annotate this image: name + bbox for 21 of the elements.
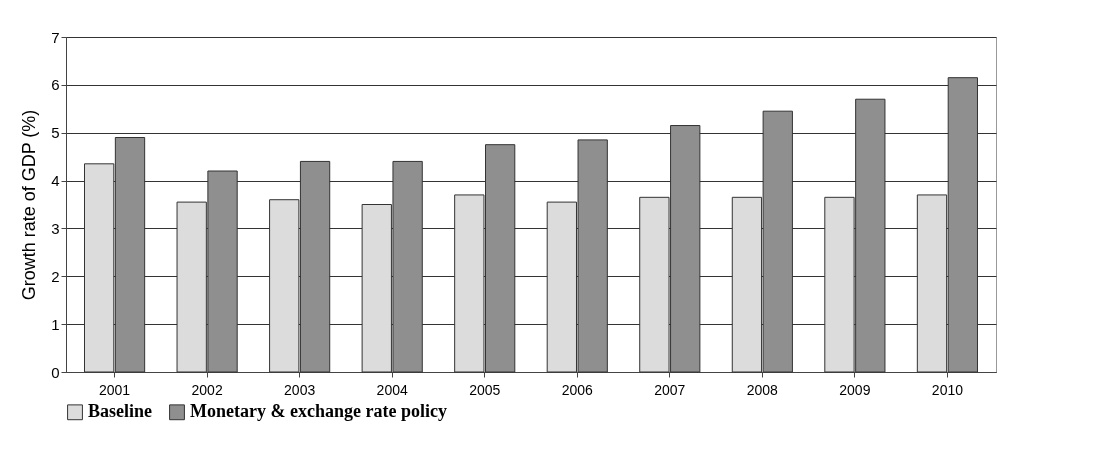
y-tick-label: 1 (51, 315, 60, 333)
y-tick-label: 2 (51, 267, 60, 285)
y-tick-label: 3 (51, 219, 60, 237)
x-tick-label: 2003 (284, 381, 316, 398)
legend-label: Monetary & exchange rate policy (190, 401, 447, 422)
x-tick-label: 2010 (931, 381, 964, 398)
y-axis-title: Growth rate of GDP (%) (19, 109, 40, 301)
x-tick-label: 2009 (839, 381, 871, 398)
y-tick-label: 0 (51, 363, 60, 381)
y-tick-label: 4 (51, 172, 60, 190)
x-tick-label: 2005 (469, 381, 501, 398)
x-tick-label: 2002 (191, 381, 223, 398)
y-tick-label: 6 (51, 76, 60, 94)
legend-label: Baseline (88, 401, 153, 422)
x-tick-label: 2007 (654, 381, 686, 398)
y-tick-label: 7 (51, 28, 60, 46)
y-tick-label: 5 (51, 124, 60, 142)
x-tick-label: 2004 (376, 381, 408, 398)
x-tick-label: 2001 (99, 381, 131, 398)
x-tick-label: 2008 (746, 381, 779, 398)
x-tick-label: 2006 (561, 381, 594, 398)
